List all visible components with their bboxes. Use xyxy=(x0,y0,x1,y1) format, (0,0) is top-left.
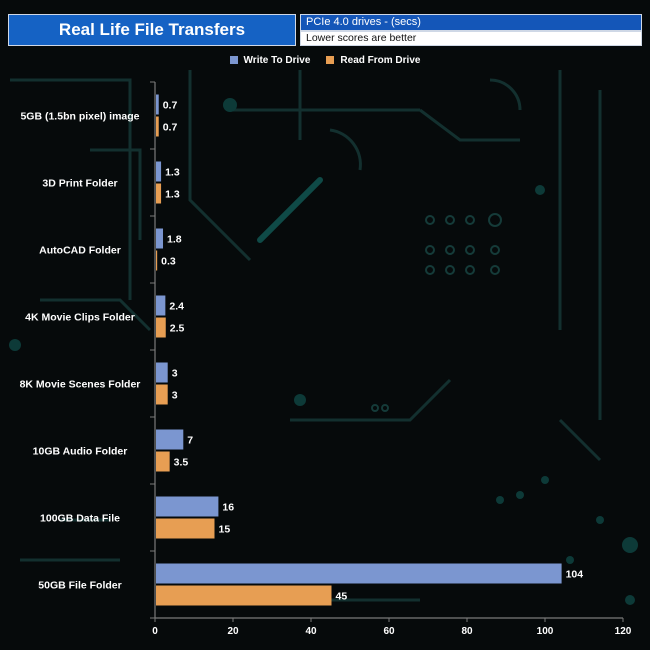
write-bar xyxy=(156,496,219,517)
read-value-label: 45 xyxy=(336,591,348,603)
x-tick-label: 120 xyxy=(615,626,632,637)
chart-title: Real Life File Transfers xyxy=(8,14,296,46)
write-value-label: 1.8 xyxy=(167,234,182,246)
read-value-label: 15 xyxy=(219,524,231,536)
write-bar xyxy=(156,228,164,249)
legend: Write To Drive Read From Drive xyxy=(0,53,650,67)
chart-subtitle: PCIe 4.0 drives - (secs) xyxy=(300,14,642,31)
write-bar xyxy=(156,295,166,316)
x-tick-label: 60 xyxy=(383,626,395,637)
read-bar xyxy=(156,183,162,204)
x-tick-label: 40 xyxy=(305,626,317,637)
x-tick-label: 0 xyxy=(152,626,158,637)
chart-note: Lower scores are better xyxy=(300,31,642,46)
read-value-label: 0.7 xyxy=(163,122,178,134)
legend-item-read: Read From Drive xyxy=(326,55,420,66)
legend-swatch-write xyxy=(229,56,238,64)
legend-item-write: Write To Drive xyxy=(229,54,311,66)
write-value-label: 0.7 xyxy=(163,100,178,112)
write-value-label: 1.3 xyxy=(165,167,180,179)
write-value-label: 16 xyxy=(222,502,234,514)
read-bar xyxy=(156,317,166,338)
read-value-label: 2.5 xyxy=(170,323,185,335)
read-bar xyxy=(156,451,170,472)
category-label: AutoCAD Folder xyxy=(39,245,121,257)
read-bar xyxy=(156,116,159,137)
read-bar xyxy=(156,384,168,405)
legend-swatch-read xyxy=(326,56,335,64)
read-bar xyxy=(156,518,215,539)
category-label: 3D Print Folder xyxy=(42,178,117,190)
x-tick-label: 80 xyxy=(461,626,473,637)
legend-label-write: Write To Drive xyxy=(243,54,311,66)
legend-label-read: Read From Drive xyxy=(340,54,421,66)
write-bar xyxy=(156,94,159,115)
x-tick-label: 20 xyxy=(227,626,239,637)
write-value-label: 3 xyxy=(172,368,178,380)
write-value-label: 2.4 xyxy=(169,301,184,313)
read-value-label: 1.3 xyxy=(165,189,180,201)
write-bar xyxy=(156,161,162,182)
write-bar xyxy=(156,429,184,450)
read-bar xyxy=(156,250,158,271)
category-label: 5GB (1.5bn pixel) image xyxy=(20,111,139,123)
write-bar xyxy=(156,563,562,584)
read-bar xyxy=(156,585,332,606)
category-label: 8K Movie Scenes Folder xyxy=(20,379,141,391)
category-label: 100GB Data File xyxy=(40,513,120,525)
read-value-label: 3 xyxy=(172,390,178,402)
write-value-label: 104 xyxy=(566,569,584,581)
write-bar xyxy=(156,362,168,383)
write-value-label: 7 xyxy=(187,435,193,447)
category-label: 50GB File Folder xyxy=(38,580,121,592)
read-value-label: 0.3 xyxy=(161,256,176,268)
x-tick-label: 100 xyxy=(537,626,554,637)
category-label: 4K Movie Clips Folder xyxy=(25,312,135,324)
category-label: 10GB Audio Folder xyxy=(33,446,128,458)
read-value-label: 3.5 xyxy=(174,457,189,469)
